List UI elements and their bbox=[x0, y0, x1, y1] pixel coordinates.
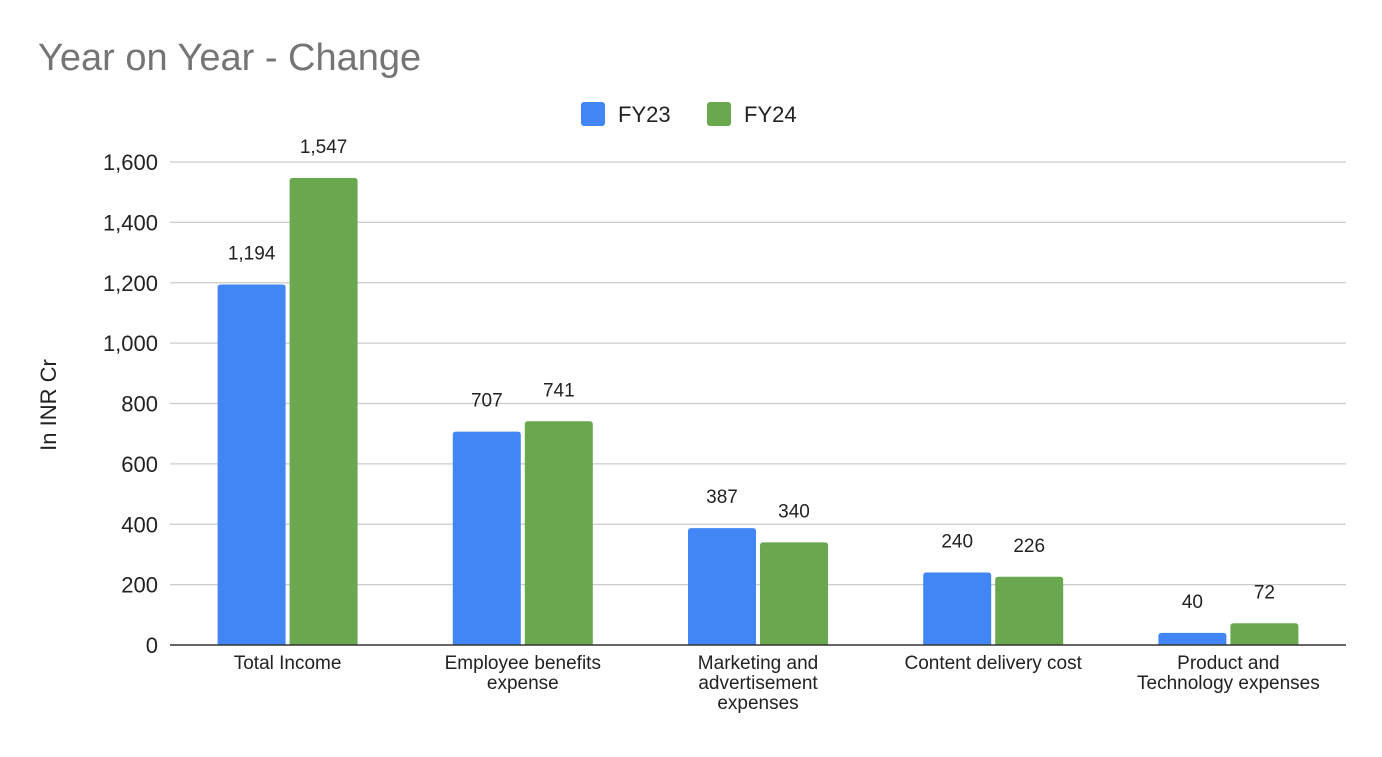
bar-fy24 bbox=[1230, 623, 1299, 645]
x-category-label: Employee benefits expense bbox=[445, 653, 601, 694]
y-axis-ticks: 0 200 400 600 800 1,000 1,200 1,400 1,600 bbox=[103, 150, 158, 658]
y-tick-label: 200 bbox=[121, 573, 158, 598]
x-axis-category-labels: Total Income Employee benefits expense Mark… bbox=[234, 653, 1320, 714]
y-tick-label: 600 bbox=[121, 452, 158, 477]
bar-fy23 bbox=[1158, 632, 1227, 645]
data-label: 741 bbox=[543, 380, 575, 401]
x-category-label: Content delivery cost bbox=[904, 653, 1082, 674]
data-label: 340 bbox=[778, 501, 810, 522]
data-label: 240 bbox=[941, 532, 973, 553]
bar-fy23 bbox=[217, 284, 286, 645]
chart-title: Year on Year - Change bbox=[38, 37, 421, 79]
y-tick-label: 800 bbox=[121, 392, 158, 417]
legend-swatch-fy24 bbox=[707, 102, 731, 126]
bar-fy23 bbox=[688, 528, 756, 645]
y-tick-label: 1,400 bbox=[103, 210, 158, 235]
data-labels: 1,194 1,547 707 741 387 340 240 226 40 72 bbox=[228, 137, 1275, 613]
legend-label-fy23: FY23 bbox=[618, 102, 671, 127]
bar-fy24 bbox=[760, 542, 828, 645]
bar-fy24 bbox=[289, 177, 358, 645]
data-label: 72 bbox=[1254, 582, 1275, 603]
y-tick-label: 1,600 bbox=[103, 150, 158, 175]
bar-fy24 bbox=[995, 576, 1064, 645]
data-label: 387 bbox=[706, 487, 738, 508]
y-tick-label: 0 bbox=[146, 633, 158, 658]
data-label: 1,547 bbox=[300, 137, 348, 158]
bars bbox=[217, 177, 1299, 645]
y-axis-title: In INR Cr bbox=[36, 359, 61, 451]
bar-fy23 bbox=[923, 572, 992, 645]
bar-fy24 bbox=[524, 421, 593, 645]
data-label: 707 bbox=[471, 391, 503, 412]
legend-label-fy24: FY24 bbox=[744, 102, 797, 127]
data-label: 1,194 bbox=[228, 244, 276, 265]
legend-swatch-fy23 bbox=[581, 102, 605, 126]
bar-fy23 bbox=[452, 431, 521, 645]
y-tick-label: 1,000 bbox=[103, 331, 158, 356]
data-label: 226 bbox=[1013, 536, 1045, 557]
data-label: 40 bbox=[1182, 592, 1203, 613]
x-category-label: Marketing and advertisement expenses bbox=[698, 653, 819, 714]
x-category-label: Product and Technology expenses bbox=[1137, 653, 1320, 694]
x-category-label: Total Income bbox=[234, 653, 342, 674]
legend: FY23 FY24 bbox=[581, 102, 797, 127]
y-tick-label: 400 bbox=[121, 512, 158, 537]
gridlines bbox=[170, 161, 1346, 586]
y-tick-label: 1,200 bbox=[103, 271, 158, 296]
